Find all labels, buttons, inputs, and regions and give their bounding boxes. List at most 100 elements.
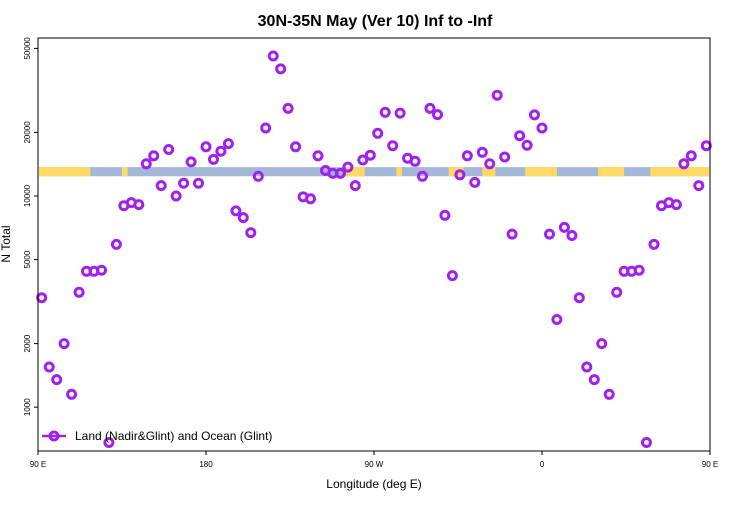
data-point xyxy=(334,167,346,179)
x-tick-label: 0 xyxy=(540,460,545,469)
data-point xyxy=(581,361,593,373)
data-point xyxy=(357,154,369,166)
data-point xyxy=(678,158,690,170)
data-point xyxy=(312,150,324,162)
data-point xyxy=(148,150,160,162)
data-point xyxy=(245,227,257,239)
data-point xyxy=(700,140,712,152)
data-point xyxy=(73,286,85,298)
data-point xyxy=(514,130,526,142)
y-axis: 1000 2000 5000 10000 20000 50000 xyxy=(23,37,38,416)
data-point xyxy=(140,158,152,170)
data-point xyxy=(349,180,361,192)
ocean-band xyxy=(39,167,709,177)
data-point xyxy=(290,141,302,153)
data-point xyxy=(230,205,242,217)
data-point xyxy=(193,177,204,189)
data-point xyxy=(36,292,48,304)
data-point xyxy=(551,314,563,325)
data-point xyxy=(544,228,555,240)
y-tick-label: 20000 xyxy=(23,121,32,144)
x-tick-label: 90 E xyxy=(30,460,46,469)
data-point xyxy=(170,190,182,202)
data-point xyxy=(394,107,406,119)
data-point xyxy=(275,63,287,75)
data-point xyxy=(417,170,428,182)
data-point xyxy=(446,270,458,282)
y-tick-label: 2000 xyxy=(23,334,32,352)
legend-label: Land (Nadir&Glint) and Ocean (Glint) xyxy=(75,429,272,443)
data-point xyxy=(491,89,503,101)
data-point xyxy=(432,109,443,121)
data-point xyxy=(461,150,473,162)
land-band-segment xyxy=(650,167,709,177)
data-point xyxy=(110,238,122,250)
data-point xyxy=(364,149,376,161)
land-band-segment xyxy=(396,167,402,177)
y-tick-label: 5000 xyxy=(23,250,32,268)
data-point xyxy=(51,374,63,386)
land-band-segment xyxy=(122,167,128,177)
data-point xyxy=(260,122,272,134)
data-point xyxy=(379,106,391,118)
legend: Land (Nadir&Glint) and Ocean (Glint) xyxy=(42,429,272,443)
data-point xyxy=(96,264,107,276)
data-point xyxy=(588,374,600,386)
data-point xyxy=(648,238,660,250)
data-point xyxy=(215,145,227,157)
data-point xyxy=(185,156,197,168)
data-point xyxy=(163,144,175,155)
data-point xyxy=(267,50,279,62)
x-tick-label: 180 xyxy=(199,460,213,469)
data-point xyxy=(103,437,115,448)
y-axis-label: N Total xyxy=(0,225,13,262)
data-point xyxy=(372,127,384,139)
data-point xyxy=(476,146,488,158)
data-point xyxy=(282,102,294,114)
land-band-segment xyxy=(39,167,91,177)
data-point xyxy=(424,102,436,114)
data-point xyxy=(155,180,167,192)
x-axis-label: Longitude (deg E) xyxy=(326,477,421,491)
land-band-segment xyxy=(525,167,557,177)
data-point xyxy=(521,139,533,151)
data-point xyxy=(529,109,540,121)
data-point xyxy=(387,140,399,152)
x-tick-label: 90 E xyxy=(702,460,718,469)
data-point xyxy=(506,228,518,240)
data-point xyxy=(200,141,212,153)
data-point xyxy=(178,177,190,189)
data-point xyxy=(208,153,219,165)
data-point xyxy=(573,292,585,304)
data-point xyxy=(252,170,264,182)
x-tick-label: 90 W xyxy=(365,460,384,469)
chart-title: 30N-35N May (Ver 10) Inf to -Inf xyxy=(258,13,493,30)
data-point xyxy=(469,176,481,188)
data-point xyxy=(603,388,615,400)
data-point xyxy=(499,151,511,163)
land-band-segment xyxy=(598,167,625,177)
data-point xyxy=(342,161,354,173)
data-point xyxy=(558,221,570,233)
land-band-segment xyxy=(346,167,365,177)
land-band-segment xyxy=(482,167,496,177)
legend-marker xyxy=(48,430,60,442)
data-point xyxy=(133,199,145,211)
x-axis: 90 E 180 90 W 0 90 E xyxy=(30,451,718,469)
y-tick-label: 50000 xyxy=(23,37,32,60)
data-point xyxy=(484,158,496,170)
data-point xyxy=(596,338,608,350)
data-point xyxy=(685,150,697,162)
y-tick-label: 10000 xyxy=(23,184,32,207)
data-point xyxy=(454,169,466,181)
data-point xyxy=(222,138,234,150)
data-point xyxy=(693,180,705,192)
data-point xyxy=(43,361,55,373)
data-point xyxy=(641,437,652,448)
data-point xyxy=(409,155,421,167)
data-point xyxy=(611,286,623,298)
data-point xyxy=(633,264,645,276)
y-tick-label: 1000 xyxy=(23,398,32,416)
